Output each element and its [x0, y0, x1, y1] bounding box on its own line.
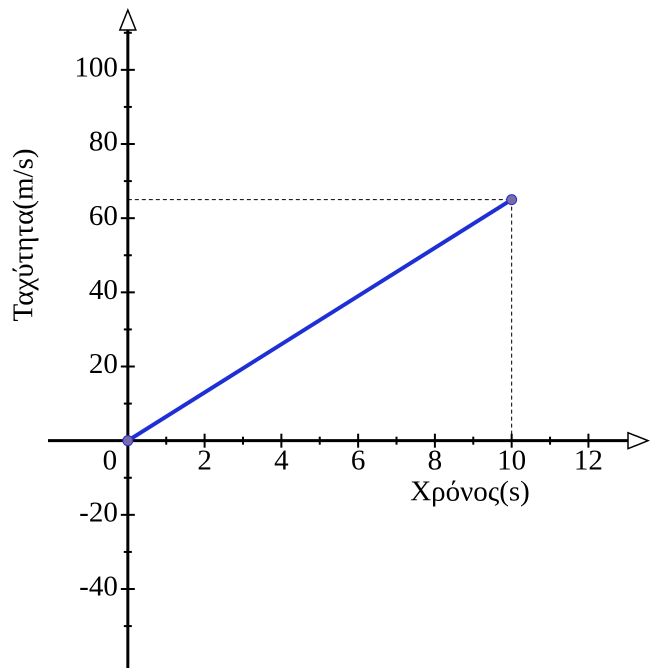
y-tick-label: -20	[79, 497, 118, 529]
x-tick-label: 8	[428, 444, 443, 476]
x-axis-label: Χρόνος(s)	[410, 476, 530, 508]
x-tick-label: 6	[351, 444, 366, 476]
x-tick-label: 10	[497, 444, 526, 476]
y-tick-label: 20	[89, 348, 118, 380]
data-line	[126, 197, 513, 443]
x-tick-label: 4	[274, 444, 289, 476]
x-tick-label: 0	[103, 444, 118, 476]
data-point	[122, 435, 134, 447]
y-tick-label: 40	[89, 274, 118, 306]
y-tick-label: 60	[89, 200, 118, 232]
y-tick-label: 80	[89, 126, 118, 158]
x-tick-label: 12	[574, 444, 603, 476]
y-tick-label: 100	[74, 52, 118, 84]
y-axis-label: Ταχύτητα(m/s)	[8, 148, 40, 321]
data-point	[506, 194, 518, 206]
x-axis-arrow	[627, 431, 651, 450]
y-axis-arrow	[118, 7, 137, 31]
x-tick-label: 2	[197, 444, 212, 476]
y-tick-label: -40	[79, 571, 118, 603]
